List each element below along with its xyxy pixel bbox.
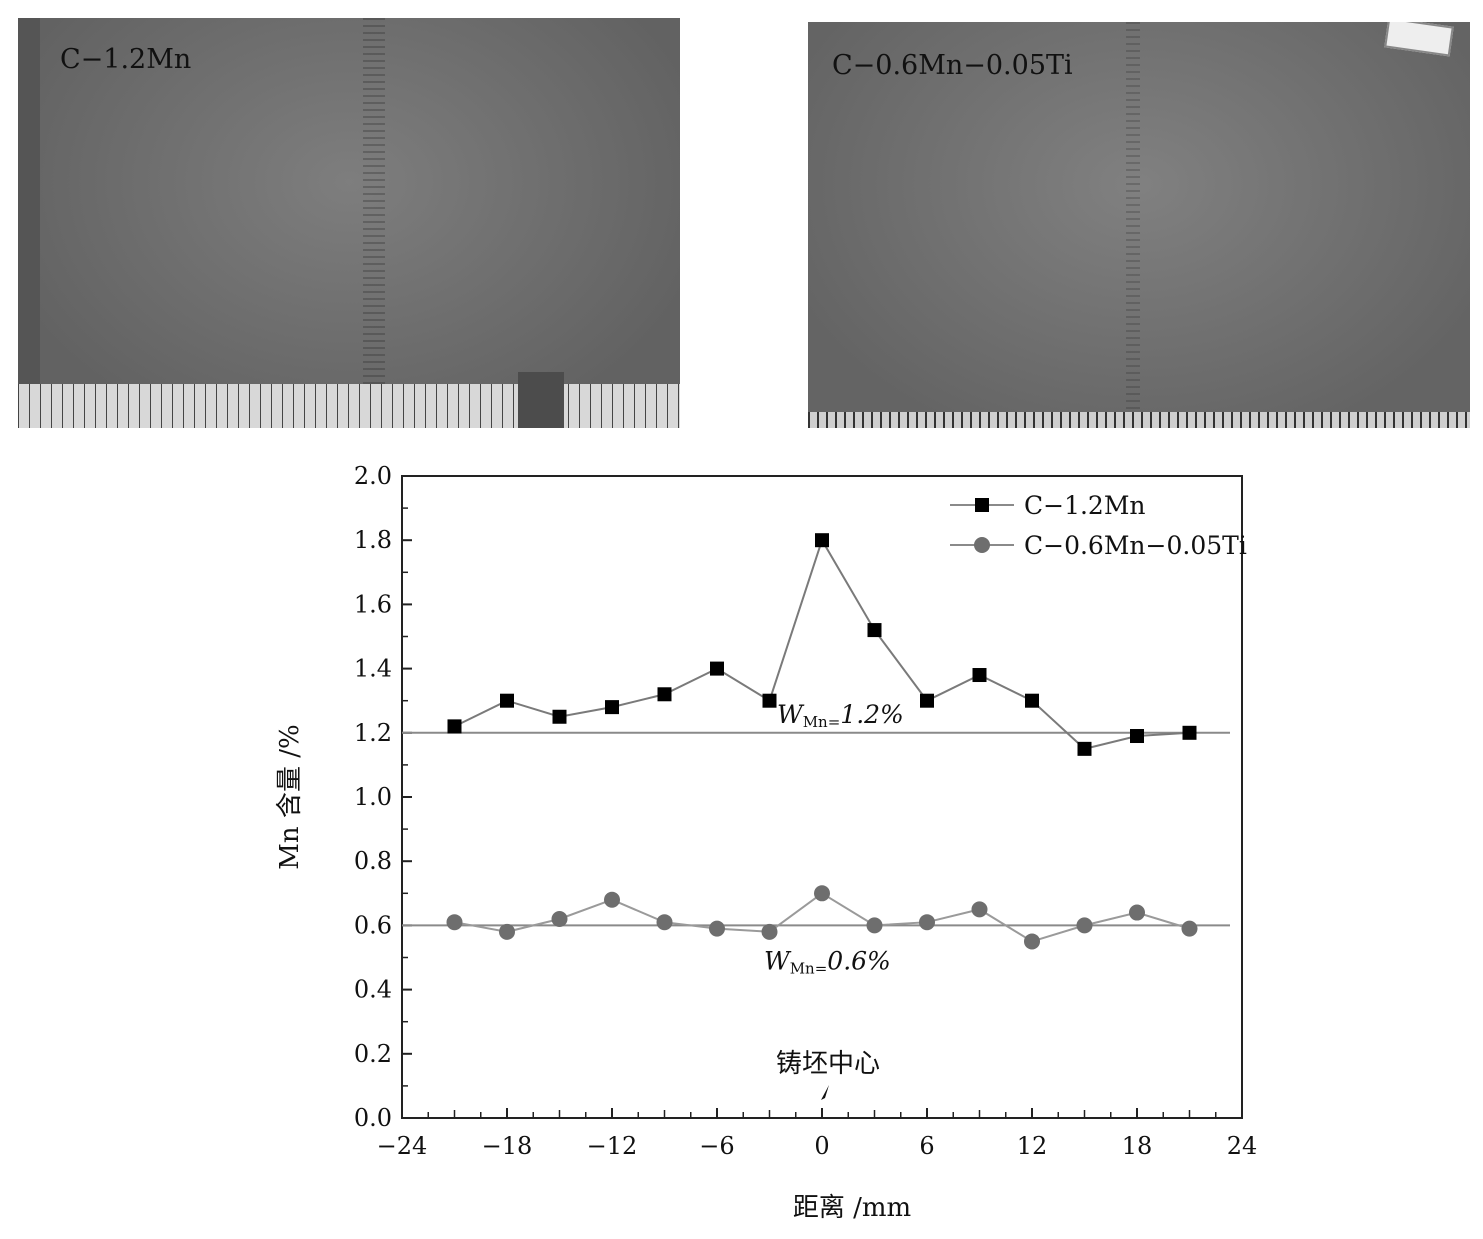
y-tick-label: 0.0 xyxy=(354,1104,392,1132)
photo-label: C−0.6Mn−0.05Ti xyxy=(832,50,1073,81)
data-point-square xyxy=(1025,693,1039,708)
x-tick-label: −6 xyxy=(699,1132,734,1160)
data-point-square xyxy=(867,623,882,638)
x-tick-label: 12 xyxy=(1017,1132,1048,1160)
data-point-square xyxy=(710,661,724,676)
x-tick-label: −18 xyxy=(482,1132,533,1160)
data-point-circle xyxy=(1129,904,1145,921)
x-tick-label: 0 xyxy=(814,1132,829,1160)
photo-surface xyxy=(808,22,1470,428)
data-point-circle xyxy=(866,917,883,934)
data-point-square xyxy=(447,719,462,734)
x-tick-label: 6 xyxy=(919,1132,934,1160)
annotation-arrow xyxy=(821,1085,829,1100)
y-tick-label: 1.8 xyxy=(354,526,392,554)
y-tick-label: 1.0 xyxy=(354,783,392,811)
data-point-circle xyxy=(1181,920,1198,937)
x-tick-label: −12 xyxy=(587,1132,638,1160)
sample-photo-c-0-6mn-0-05ti: C−0.6Mn−0.05Ti xyxy=(808,22,1470,428)
plot-area: 0.0 0.2 0.4 0.6 0.8 1.0 1.2 1.4 1.6 1.8 2.0 −24 −18 −… xyxy=(275,462,1257,1223)
x-tick-label: 24 xyxy=(1227,1132,1258,1160)
data-point-square xyxy=(762,693,777,708)
data-point-square xyxy=(552,709,567,724)
legend-entry: C−1.2Mn xyxy=(1024,491,1146,520)
data-point-circle xyxy=(446,914,463,931)
data-point-square xyxy=(500,693,514,708)
data-point-circle xyxy=(814,885,830,902)
reference-label: WMn=0.6% xyxy=(764,946,891,977)
data-point-circle xyxy=(971,901,988,918)
data-point-circle xyxy=(656,914,673,931)
photo-surface xyxy=(18,18,680,428)
data-point-square xyxy=(972,668,987,683)
x-axis-title: 距离 /mm xyxy=(793,1193,911,1223)
y-axis-title: Mn 含量 /% xyxy=(275,724,305,869)
data-point-square xyxy=(1077,741,1092,756)
reference-label: WMn=1.2% xyxy=(777,700,904,731)
data-point-circle xyxy=(499,923,515,940)
x-tick-label: −24 xyxy=(377,1132,428,1160)
data-point-square xyxy=(920,693,934,708)
data-point-circle xyxy=(551,910,568,927)
ruler-clip xyxy=(518,372,564,428)
legend: C−1.2Mn C−0.6Mn−0.05Ti xyxy=(950,491,1247,560)
data-point-square xyxy=(815,533,829,548)
photo-label: C−1.2Mn xyxy=(60,44,192,75)
segregation-line xyxy=(363,18,385,410)
legend-entry: C−0.6Mn−0.05Ti xyxy=(1024,531,1247,560)
y-tick-label: 0.4 xyxy=(354,976,392,1004)
plot-frame xyxy=(401,475,1243,1119)
y-tick-label: 1.2 xyxy=(354,719,392,747)
sample-photo-c-1-2mn: C−1.2Mn xyxy=(18,18,680,428)
photo-edge xyxy=(18,18,40,428)
segregation-line xyxy=(1126,22,1140,410)
data-point-circle xyxy=(604,891,620,908)
data-point-square xyxy=(1130,729,1144,744)
data-point-square xyxy=(605,700,619,715)
data-point-circle xyxy=(1024,933,1040,950)
y-tick-label: 0.2 xyxy=(354,1040,392,1068)
x-tick-label: 18 xyxy=(1122,1132,1153,1160)
data-point-circle xyxy=(1076,917,1093,934)
y-tick-label: 0.8 xyxy=(354,847,392,875)
legend-marker-circle xyxy=(974,537,990,553)
data-point-circle xyxy=(709,920,725,937)
y-tick-label: 2.0 xyxy=(354,462,392,490)
y-tick-label: 1.6 xyxy=(354,590,392,618)
legend-marker-square xyxy=(975,498,989,512)
annotation-label: 铸坯中心 xyxy=(776,1049,880,1079)
y-tick-label: 1.4 xyxy=(354,655,392,683)
data-point-circle xyxy=(919,914,935,931)
data-point-square xyxy=(1182,725,1197,740)
y-tick-label: 0.6 xyxy=(354,911,392,939)
data-point-square xyxy=(657,687,672,702)
ruler xyxy=(18,384,680,428)
data-point-circle xyxy=(761,923,778,940)
ruler xyxy=(808,412,1470,428)
